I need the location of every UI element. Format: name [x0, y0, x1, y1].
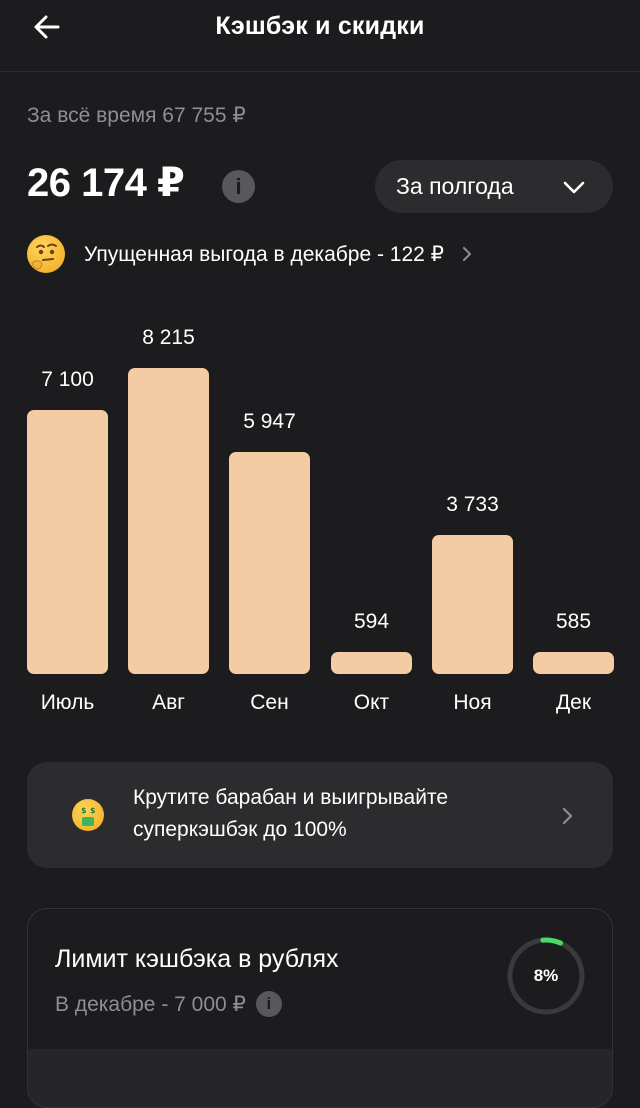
limit-progress-ring: [507, 937, 585, 1015]
chart-bar[interactable]: [27, 410, 108, 674]
chart-bar[interactable]: [432, 535, 513, 674]
info-icon[interactable]: i: [222, 170, 255, 203]
period-total: 26 174 ₽: [27, 161, 185, 205]
bar-value-label: 585: [555, 610, 592, 633]
page-title: Кэшбэк и скидки: [215, 12, 425, 40]
info-icon[interactable]: i: [255, 991, 282, 1017]
chart-bar[interactable]: [533, 652, 614, 674]
month-label: Ноя: [453, 691, 492, 714]
promo-text: Крутите барабан и выигрывайте суперкэшбэ…: [133, 786, 449, 841]
chart-bar[interactable]: [229, 452, 310, 674]
promo-banner[interactable]: $ $ Крутите барабан и выигрывайте суперк…: [27, 762, 613, 868]
missed-benefit-text: Упущенная выгода в декабре - 122 ₽: [84, 242, 445, 266]
chart-bar[interactable]: [331, 652, 412, 674]
period-dropdown[interactable]: За полгода: [375, 160, 613, 213]
bar-value-label: 8 215: [142, 326, 195, 349]
limit-percent: 8%: [533, 966, 559, 985]
month-label: Дек: [555, 691, 592, 714]
chevron-down-icon: [563, 181, 585, 194]
missed-benefit-link[interactable]: Упущенная выгода в декабре - 122 ₽: [27, 234, 527, 274]
all-time-total: За всё время 67 755 ₽: [27, 104, 246, 127]
bar-value-label: 3 733: [446, 493, 499, 516]
chevron-right-icon: [463, 247, 472, 261]
month-label: Июль: [40, 691, 95, 714]
limit-title: Лимит кэшбэка в рублях: [55, 945, 339, 973]
bar-value-label: 7 100: [41, 368, 94, 391]
money-mouth-face-icon: $ $: [72, 799, 104, 831]
limit-subtitle: В декабре - 7 000 ₽: [55, 992, 246, 1016]
bar-value-label: 594: [353, 610, 390, 633]
svg-text:$: $: [90, 806, 96, 815]
month-label: Авг: [152, 691, 185, 714]
limit-card-footer: [28, 1049, 612, 1107]
thinking-face-icon: [27, 235, 65, 273]
progress-arc: [507, 937, 585, 1015]
monthly-cashback-chart: 7 100 Июль 8 215 Авг 5 947 Сен 594 Окт 3 733 Ноя 5…: [0, 300, 640, 730]
limit-subtitle-row: В декабре - 7 000 ₽ i: [55, 991, 282, 1017]
cashback-limit-card[interactable]: Лимит кэшбэка в рублях В декабре - 7 000…: [27, 908, 613, 1108]
top-bar: Кэшбэк и скидки: [0, 0, 640, 72]
month-label: Сен: [250, 691, 289, 714]
chart-bar[interactable]: [128, 368, 209, 674]
month-label: Окт: [353, 691, 390, 714]
back-button[interactable]: [22, 6, 72, 48]
chevron-right-icon: [562, 807, 573, 825]
arrow-left-icon: [34, 15, 60, 39]
bar-value-label: 5 947: [243, 410, 296, 433]
svg-text:$: $: [81, 806, 87, 815]
period-label: За полгода: [396, 173, 514, 199]
